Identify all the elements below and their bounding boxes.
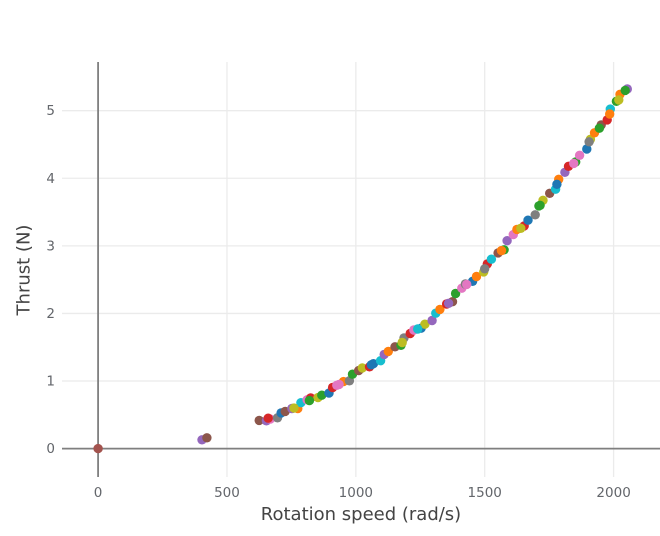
- y-axis-title: Thrust (N): [13, 224, 35, 316]
- y-tick-label: 2: [46, 306, 55, 322]
- y-tick-label: 3: [46, 238, 55, 254]
- data-point: [383, 346, 393, 357]
- x-tick-label: 500: [214, 485, 240, 501]
- data-point: [620, 85, 630, 96]
- data-point: [443, 298, 454, 308]
- data-point: [304, 395, 315, 406]
- data-point: [317, 390, 327, 400]
- data-point: [263, 413, 273, 423]
- data-point: [569, 158, 579, 169]
- y-tick-label: 4: [46, 171, 55, 187]
- data-point: [516, 223, 526, 233]
- data-point: [366, 360, 376, 370]
- data-point: [552, 179, 562, 189]
- data-point: [605, 109, 615, 119]
- x-tick-label: 0: [94, 485, 103, 501]
- data-point: [584, 137, 594, 147]
- data-point: [574, 150, 585, 160]
- x-tick-label: 1500: [468, 485, 502, 501]
- data-point: [582, 144, 592, 154]
- data-point: [523, 215, 533, 225]
- data-point: [486, 254, 497, 264]
- data-point: [535, 200, 545, 210]
- data-point: [254, 415, 264, 426]
- x-axis-title: Rotation speed (rad/s): [260, 504, 462, 525]
- data-point: [427, 315, 437, 326]
- data-point: [594, 123, 605, 133]
- data-point: [397, 337, 407, 348]
- data-point: [614, 95, 624, 105]
- data-point: [289, 403, 299, 413]
- y-tick-label: 1: [46, 374, 55, 390]
- data-point: [93, 443, 103, 454]
- data-point: [496, 245, 507, 256]
- data-point: [480, 264, 490, 274]
- data-point: [357, 363, 367, 373]
- x-tick-label: 2000: [596, 485, 630, 501]
- data-point: [420, 319, 430, 329]
- data-point: [334, 379, 344, 390]
- data-point: [202, 433, 212, 443]
- data-point: [435, 304, 445, 315]
- data-point: [502, 236, 512, 246]
- data-point: [413, 324, 423, 334]
- data-point: [450, 288, 461, 299]
- y-tick-label: 0: [46, 441, 55, 457]
- data-point: [530, 210, 540, 220]
- data-point: [462, 279, 472, 290]
- x-tick-label: 1000: [339, 485, 373, 501]
- y-tick-label: 5: [46, 103, 55, 119]
- data-point: [471, 271, 482, 282]
